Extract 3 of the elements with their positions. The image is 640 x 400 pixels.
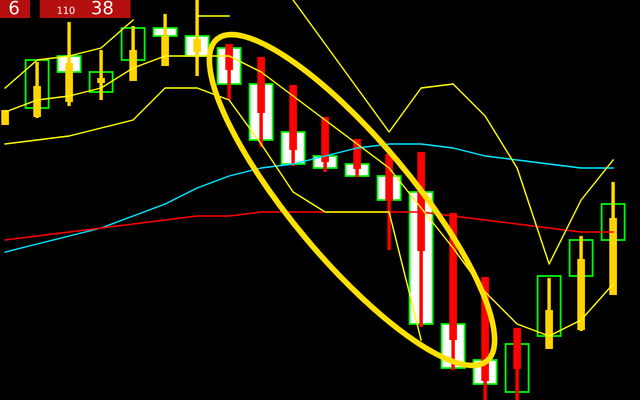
annotation: 110	[58, 6, 75, 14]
annotation: 6	[10, 0, 19, 14]
annotation: 38	[92, 0, 113, 14]
